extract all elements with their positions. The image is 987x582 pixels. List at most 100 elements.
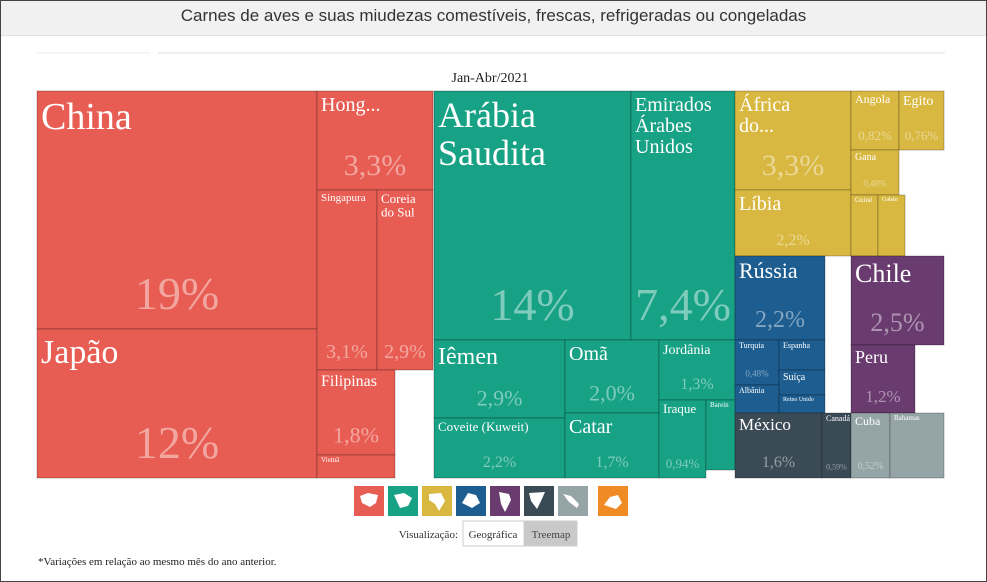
tile-label: Emirados Árabes Unidos — [635, 94, 717, 158]
view-button[interactable] — [462, 520, 525, 547]
icon-shape — [462, 493, 480, 508]
tile-label: Guiné — [855, 196, 872, 204]
tile — [316, 90, 434, 191]
tile — [630, 90, 736, 341]
tile — [376, 189, 434, 371]
tile-label: Chile — [855, 259, 911, 288]
tile-value: 2,9% — [384, 341, 426, 363]
tile-label: Gana — [855, 152, 877, 163]
tile-label: Gabão — [882, 197, 898, 203]
tile-label: Iraque — [663, 401, 696, 416]
tile — [898, 90, 945, 151]
tile-label: Filipinas — [321, 373, 377, 390]
footnote: *Variações em relação ao mesmo mês do an… — [38, 556, 277, 568]
tile-value: 0,82% — [858, 128, 892, 143]
tile-label: Bahamas — [894, 414, 920, 422]
tile-value: 1,8% — [333, 422, 379, 447]
tile-value: 12% — [135, 417, 219, 468]
tile — [316, 454, 396, 479]
tile — [734, 255, 826, 341]
tile — [433, 417, 566, 479]
tile — [36, 328, 318, 479]
tile — [877, 194, 906, 257]
tile-label: Egito — [903, 94, 933, 109]
tile-value: 3,1% — [326, 341, 368, 363]
icon-shape — [604, 495, 622, 509]
tile — [734, 90, 852, 191]
icon-shape — [360, 493, 378, 507]
tile — [734, 339, 780, 386]
tile — [433, 339, 566, 419]
icon-shape — [499, 492, 511, 512]
tile — [850, 344, 916, 414]
tile-value: 1,3% — [680, 376, 713, 393]
tile-label: Coreia do Sul — [381, 191, 419, 220]
tile — [705, 399, 736, 471]
view-icons — [354, 486, 628, 516]
tile-value: 0,48% — [863, 178, 887, 188]
tile — [658, 339, 736, 401]
tile-value: 1,7% — [595, 454, 628, 471]
tile — [433, 90, 632, 341]
tile-value: 0,52% — [858, 461, 884, 472]
tile-label: Barein — [710, 401, 729, 409]
tile — [778, 369, 826, 396]
tile-label: Líbia — [739, 193, 781, 215]
tile-label: Vietnã — [321, 456, 340, 464]
tile-value: 3,3% — [762, 149, 825, 182]
tile-label: Canadá — [826, 414, 850, 423]
tile-label: Albânia — [739, 386, 765, 395]
tile — [36, 90, 318, 330]
tile — [564, 412, 660, 479]
tile-value: 7,4% — [635, 279, 731, 330]
icon-shape — [429, 493, 445, 511]
tile-label: China — [41, 96, 132, 138]
tile-value: 2,2% — [776, 232, 809, 249]
view-option[interactable]: Treemap — [532, 529, 571, 541]
icon-shape — [394, 493, 412, 508]
tile-label: Omã — [569, 343, 608, 365]
view-label: Visualização: — [399, 529, 458, 541]
tile — [316, 369, 396, 456]
tile-value: 0,48% — [745, 368, 769, 378]
tile-label: Espanha — [783, 341, 811, 350]
tile-value: 2,2% — [755, 307, 805, 333]
tile — [850, 90, 900, 151]
tile-label: Angola — [855, 92, 891, 106]
tile-label: Suíça — [783, 372, 806, 383]
tile-value: 19% — [135, 268, 219, 319]
tile-value: 1,2% — [865, 387, 900, 406]
tile — [850, 194, 879, 257]
icon-shape — [563, 494, 579, 508]
view-option[interactable]: Geográfica — [469, 529, 518, 541]
tile-label: Coveite (Kuweit) — [438, 419, 529, 434]
tile-label: África do... — [739, 93, 795, 137]
tile-value: 0,94% — [666, 456, 700, 471]
header: Carnes de aves e suas miudezas comestíve… — [0, 0, 987, 36]
tile-label: Iêmen — [438, 344, 498, 370]
tile-label: Reino Unido — [783, 397, 814, 403]
tile-value: 2,2% — [483, 454, 516, 471]
tile-label: Hong... — [321, 94, 380, 116]
tile — [734, 384, 780, 414]
tile-value: 3,3% — [344, 149, 407, 182]
tile-label: Arábia Saudita — [438, 95, 546, 173]
tile-label: Japão — [41, 334, 118, 371]
tile-label: Turquia — [739, 341, 764, 350]
subtitle: Jan-Abr/2021 — [452, 71, 529, 86]
tile-label: Jordânia — [663, 343, 711, 358]
tile-label: Rússia — [739, 258, 798, 283]
tile-label: México — [739, 415, 791, 434]
tile-value: 2,0% — [589, 380, 635, 405]
tile-value: 0,76% — [905, 128, 939, 143]
tile-label: Singapura — [321, 192, 366, 204]
tile-label: Peru — [855, 347, 888, 367]
tile-value: 2,9% — [477, 385, 523, 410]
header-title: Carnes de aves e suas miudezas comestíve… — [180, 6, 807, 25]
tile-label: Catar — [569, 416, 613, 438]
view-button[interactable] — [523, 520, 578, 547]
tile — [889, 412, 945, 479]
tile-value: 2,5% — [870, 308, 924, 337]
tile-value: 1,6% — [762, 454, 795, 471]
